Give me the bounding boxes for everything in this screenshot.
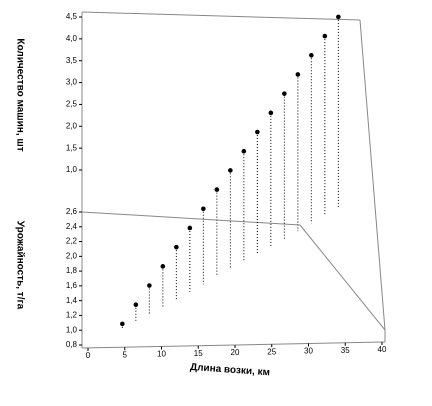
z-tick-label: 4,5 [66,12,78,21]
y-tick-label: 1,4 [66,296,78,305]
point [228,168,233,173]
point [201,206,206,212]
frame [81,11,361,21]
x-tick-label: 40 [378,345,387,354]
point [255,129,260,135]
x-tick-label: 35 [341,346,350,355]
y-axis-label: Урожайность, т/га [14,221,25,310]
point [214,187,220,192]
y-tick-label: 1,6 [66,281,78,290]
point [187,225,193,231]
y-tick-label: 2,6 [66,207,78,216]
point [282,91,287,96]
y-tick-label: 1,8 [66,266,78,275]
x-tick-label: 20 [231,348,240,357]
z-axis-label: Количество машин, шт [14,38,25,151]
frame [359,19,386,331]
frame [299,224,386,331]
y-tick-label: 1,0 [66,325,78,334]
z-tick-label: 3,5 [66,56,78,65]
point [160,264,166,269]
frame [81,341,386,349]
y-tick-label: 1,2 [66,311,78,320]
y-tick-label: 2,4 [66,222,78,231]
x-tick-label: 15 [194,349,203,358]
y-tick-label: 2,2 [66,237,78,246]
z-tick-label: 1,5 [66,143,78,152]
z-tick-label: 3,0 [66,78,78,87]
x-tick-label: 0 [86,351,91,360]
point [268,110,274,116]
frame [81,211,301,226]
y-tick-label: 2,0 [66,251,78,260]
point [295,72,301,77]
point [133,302,139,308]
z-tick-label: 4,0 [66,34,78,43]
x-tick-label: 10 [157,350,166,359]
point [120,321,125,327]
x-axis-label: Длина возки, км [190,362,271,379]
x-tick-label: 30 [304,347,313,356]
x-tick-label: 5 [123,350,128,359]
z-tick-label: 2,5 [66,100,78,109]
z-tick-label: 1,0 [66,165,78,174]
point [322,33,328,39]
z-tick-label: 2,0 [66,121,78,130]
y-tick-label: 0,8 [66,340,78,349]
point [147,283,152,288]
point [309,52,314,58]
point [336,14,341,20]
x-tick-label: 25 [267,347,276,356]
point [174,244,179,250]
point [241,148,247,154]
